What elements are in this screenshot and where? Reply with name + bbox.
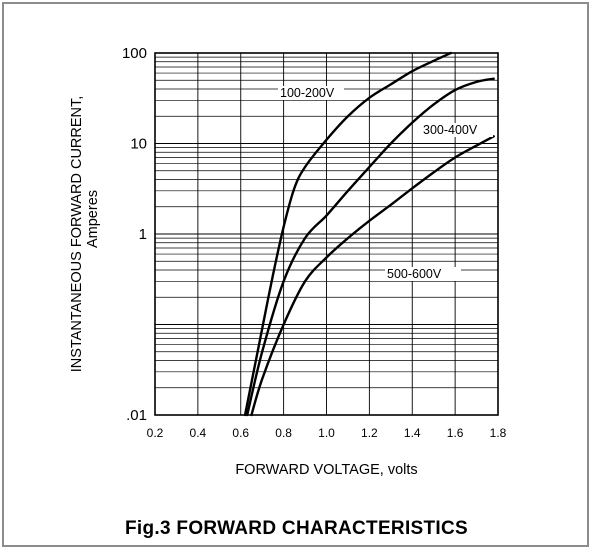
x-tick-label: 0.8 <box>275 426 292 440</box>
plot-border <box>154 52 499 416</box>
series-line-0 <box>243 51 453 417</box>
y-tick-label: .01 <box>126 407 147 424</box>
figure-caption: Fig.3 FORWARD CHARACTERISTICS <box>125 518 468 539</box>
series-label-bg <box>278 86 344 100</box>
series-label-2: 500-600V <box>387 267 442 281</box>
x-tick-label: 1.8 <box>490 426 507 440</box>
x-tick-label: 0.2 <box>147 426 164 440</box>
series-line-1 <box>245 77 495 417</box>
x-axis-label: FORWARD VOLTAGE, volts <box>235 462 417 478</box>
y-tick-labels: .01 1 10 100 <box>122 45 147 424</box>
series-label-bg <box>421 123 493 137</box>
x-tick-label: 1.2 <box>361 426 378 440</box>
series-group <box>243 51 495 417</box>
series-label-bg <box>385 267 461 281</box>
y-tick-label: 10 <box>130 136 147 153</box>
x-tick-label: 1.6 <box>447 426 464 440</box>
series-label-0: 100-200V <box>280 86 335 100</box>
series-label-1: 300-400V <box>423 123 478 137</box>
y-tick-label: 1 <box>139 226 147 243</box>
x-tick-label: 1.0 <box>318 426 335 440</box>
labels-group: 100-200V 300-400V 500-600V <box>278 86 493 281</box>
x-tick-label: 0.4 <box>190 426 207 440</box>
x-tick-label: 0.6 <box>232 426 249 440</box>
series-line-2 <box>250 135 495 417</box>
y-tick-label: 100 <box>122 45 147 62</box>
y-axis-unit: Amperes <box>85 190 101 248</box>
y-axis-label: INSTANTANEOUS FORWARD CURRENT, <box>69 96 85 373</box>
x-tick-label: 1.4 <box>404 426 421 440</box>
x-tick-labels: 0.2 0.4 0.6 0.8 1.0 1.2 1.4 1.6 1.8 <box>147 426 507 440</box>
